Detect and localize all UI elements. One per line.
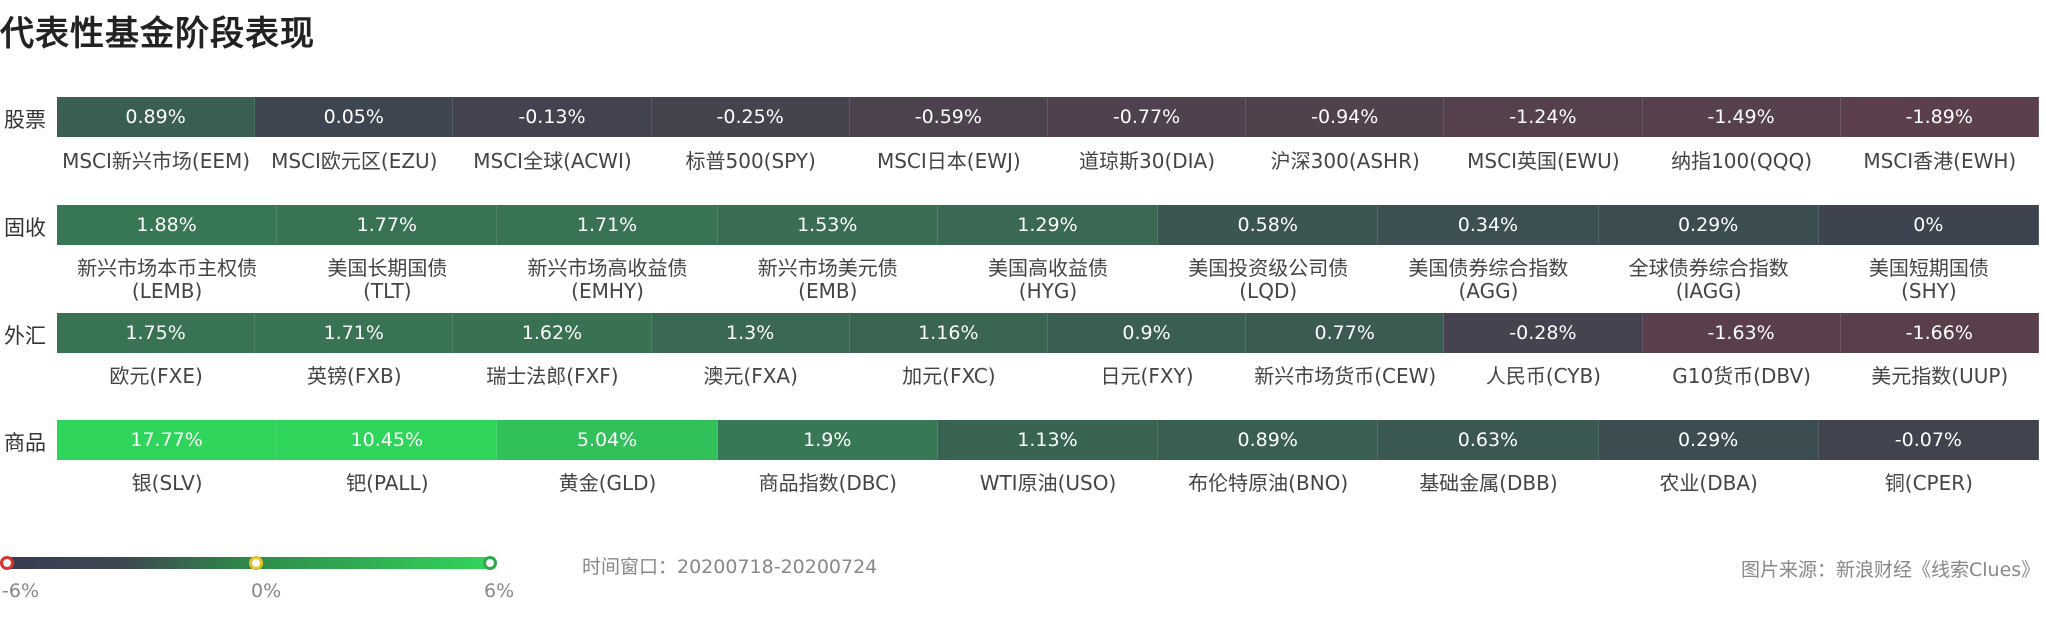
fund-name-label: 澳元(FXA) xyxy=(703,364,798,388)
fund-name-label: 加元(FXC) xyxy=(902,364,996,388)
color-scale-min-label: -6% xyxy=(2,580,39,602)
fund-name-label: 瑞士法郎(FXF) xyxy=(486,364,619,388)
heatmap-row: 0.89% 0.05% -0.13% -0.25% -0.59% -0.77% -0.94%… xyxy=(57,97,2039,137)
fund-name-label: WTI原油(USO) xyxy=(979,471,1117,495)
fund-name-label: 标普500(SPY) xyxy=(685,149,816,173)
heatmap-cell: 0% xyxy=(1818,205,2039,245)
fund-name-label: MSCI欧元区(EZU) xyxy=(271,149,438,173)
color-scale-max-label: 6% xyxy=(484,580,515,602)
fund-name-label: 铜(CPER) xyxy=(1884,471,1973,495)
color-scale-mid-label: 0% xyxy=(251,580,282,602)
heatmap-cell: 1.3% xyxy=(651,313,850,353)
fund-name-label: 美国短期国债 (SHY) xyxy=(1868,256,1989,303)
fund-name-label: 美元指数(UUP) xyxy=(1871,364,2009,388)
source-credit: 图片来源：新浪财经《线索Clues》 xyxy=(1741,559,2041,581)
row-label: 固收 xyxy=(4,216,46,240)
heatmap-cell: 1.88% xyxy=(57,205,278,245)
fund-name-label: 美国债券综合指数 (AGG) xyxy=(1408,256,1569,303)
heatmap-cell: 1.71% xyxy=(255,313,454,353)
time-window: 时间窗口：20200718-20200724 xyxy=(582,556,878,578)
page-title: 代表性基金阶段表现 xyxy=(0,14,315,54)
fund-name-label: 道琼斯30(DIA) xyxy=(1079,149,1216,173)
heatmap-cell: 0.34% xyxy=(1378,205,1599,245)
color-scale-max-marker xyxy=(483,556,497,570)
fund-name-label: 新兴市场美元债 (EMB) xyxy=(757,256,898,303)
heatmap-row: 1.75% 1.71% 1.62% 1.3% 1.16% 0.9% 0.77% -0.28% -… xyxy=(57,313,2039,353)
fund-name-label: 美国高收益债 (HYG) xyxy=(987,256,1108,303)
fund-name-label: 新兴市场货币(CEW) xyxy=(1254,364,1437,388)
fund-name-label: 纳指100(QQQ) xyxy=(1671,149,1813,173)
fund-name-label: 黄金(GLD) xyxy=(558,471,657,495)
heatmap-cell: 1.53% xyxy=(717,205,938,245)
fund-name-label: 英镑(FXB) xyxy=(307,364,402,388)
fund-name-label: 商品指数(DBC) xyxy=(758,471,897,495)
heatmap-cell: -1.63% xyxy=(1642,313,1841,353)
heatmap-cell: -0.07% xyxy=(1818,420,2039,460)
fund-name-label: MSCI日本(EWJ) xyxy=(876,149,1021,173)
heatmap-cell: -1.24% xyxy=(1444,97,1643,137)
heatmap-cell: 1.71% xyxy=(497,205,718,245)
fund-name-label: 沪深300(ASHR) xyxy=(1270,149,1420,173)
heatmap-cell: 17.77% xyxy=(57,420,278,460)
heatmap-cell: 0.29% xyxy=(1598,205,1819,245)
heatmap-cell: 0.58% xyxy=(1158,205,1379,245)
fund-name-label: 人民币(CYB) xyxy=(1485,364,1601,388)
heatmap-cell: 1.77% xyxy=(277,205,498,245)
heatmap-cell: 1.62% xyxy=(453,313,652,353)
heatmap-cell: 5.04% xyxy=(497,420,718,460)
heatmap-cell: 0.29% xyxy=(1598,420,1819,460)
heatmap-cell: -1.89% xyxy=(1840,97,2039,137)
heatmap-cell: 1.29% xyxy=(937,205,1159,245)
fund-name-label: 美国投资级公司债 (LQD) xyxy=(1188,256,1349,303)
color-scale-min-marker xyxy=(0,556,14,570)
heatmap-cell: 0.9% xyxy=(1047,313,1247,353)
fund-name-label: 银(SLV) xyxy=(131,471,203,495)
fund-name-label: 基础金属(DBB) xyxy=(1419,471,1558,495)
fund-name-label: 美国长期国债 (TLT) xyxy=(327,256,448,303)
heatmap-cell: -0.94% xyxy=(1246,97,1445,137)
heatmap-cell: 1.13% xyxy=(937,420,1159,460)
fund-name-row: MSCI新兴市场(EEM) MSCI欧元区(EZU) MSCI全球(ACWI) 标普5… xyxy=(57,150,2039,173)
heatmap-cell: 10.45% xyxy=(277,420,498,460)
heatmap-cell: 0.77% xyxy=(1246,313,1445,353)
color-scale-mid-marker xyxy=(249,556,263,570)
fund-name-label: MSCI新兴市场(EEM) xyxy=(62,149,251,173)
fund-name-label: 农业(DBA) xyxy=(1659,471,1758,495)
fund-name-label: 新兴市场高收益债 (EMHY) xyxy=(527,256,688,303)
heatmap-row: 1.88% 1.77% 1.71% 1.53% 1.29% 0.58% 0.34% 0.29%… xyxy=(57,205,2039,245)
heatmap-cell: -0.28% xyxy=(1444,313,1643,353)
heatmap-cell: 0.89% xyxy=(1158,420,1379,460)
row-label: 股票 xyxy=(4,108,46,132)
fund-name-label: MSCI英国(EWU) xyxy=(1467,149,1620,173)
heatmap-cell: -1.66% xyxy=(1840,313,2039,353)
row-label: 商品 xyxy=(4,431,46,455)
heatmap-row: 17.77% 10.45% 5.04% 1.9% 1.13% 0.89% 0.63% 0.29… xyxy=(57,420,2039,460)
fund-name-label: 欧元(FXE) xyxy=(109,364,203,388)
heatmap-cell: -0.13% xyxy=(453,97,652,137)
row-label: 外汇 xyxy=(4,324,46,348)
heatmap-cell: 0.05% xyxy=(255,97,454,137)
fund-name-label: MSCI全球(ACWI) xyxy=(473,149,632,173)
fund-name-row: 欧元(FXE) 英镑(FXB) 瑞士法郎(FXF) 澳元(FXA) 加元(FXC) 日元(… xyxy=(57,365,2039,388)
heatmap-cell: -0.25% xyxy=(651,97,850,137)
heatmap-cell: 1.16% xyxy=(849,313,1048,353)
fund-name-label: 日元(FXY) xyxy=(1100,364,1194,388)
heatmap-cell: 0.63% xyxy=(1378,420,1599,460)
fund-name-label: G10货币(DBV) xyxy=(1672,364,1811,388)
fund-name-row: 新兴市场本币主权债 (LEMB) 美国长期国债 (TLT) 新兴市场高收益债 (EMHY)… xyxy=(57,257,2039,303)
fund-name-label: MSCI香港(EWH) xyxy=(1863,149,2017,173)
heatmap-cell: -0.77% xyxy=(1047,97,1247,137)
heatmap-cell: -0.59% xyxy=(849,97,1048,137)
fund-name-row: 银(SLV) 钯(PALL) 黄金(GLD) 商品指数(DBC) WTI原油(USO) 布… xyxy=(57,472,2039,495)
heatmap-cell: -1.49% xyxy=(1642,97,1841,137)
heatmap-cell: 1.9% xyxy=(717,420,938,460)
fund-name-label: 全球债券综合指数 (IAGG) xyxy=(1628,256,1789,303)
fund-name-label: 钯(PALL) xyxy=(346,471,429,495)
fund-name-label: 新兴市场本币主权债 (LEMB) xyxy=(77,256,258,303)
heatmap-cell: 1.75% xyxy=(57,313,256,353)
heatmap-cell: 0.89% xyxy=(57,97,256,137)
fund-name-label: 布伦特原油(BNO) xyxy=(1188,471,1349,495)
